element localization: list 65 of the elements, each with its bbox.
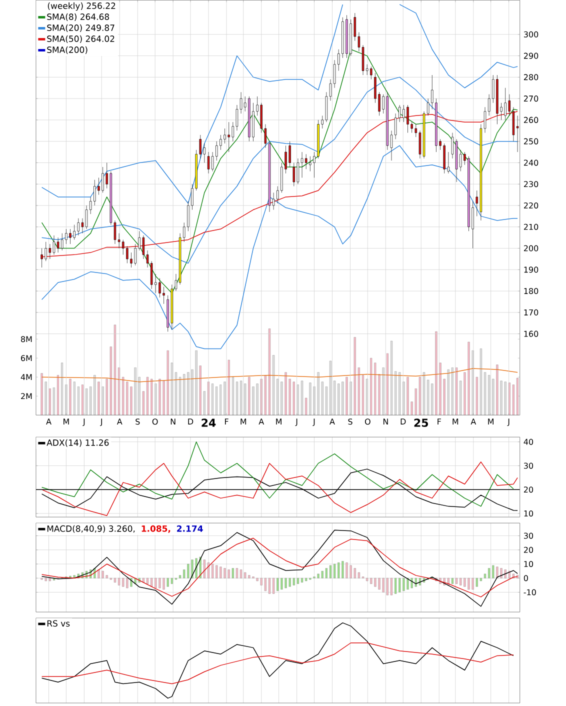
- x-tick-label: M: [64, 418, 69, 424]
- x-tick-label: F: [225, 418, 228, 424]
- x-tick-label: N: [384, 418, 388, 424]
- x-tick-label: M: [276, 418, 282, 424]
- y-tick-label: 260: [524, 116, 538, 123]
- y2-tick-label: 4M: [20, 374, 32, 380]
- y-tick-label: 280: [524, 74, 538, 80]
- y-tick-label: 230: [524, 181, 538, 188]
- x-tick-label: S: [136, 418, 140, 425]
- x-tick-label: F: [438, 418, 442, 424]
- y2-tick-label: 6M: [21, 355, 32, 362]
- y-tick-label: 290: [524, 52, 538, 59]
- annotation: 2.174: [177, 525, 203, 532]
- legend-label: SMA(200): [47, 46, 88, 54]
- legend-label: ADX(14) 11.26: [46, 439, 109, 447]
- x-tick-label: N: [170, 418, 176, 424]
- y-tick-label: 180: [524, 288, 538, 294]
- x-tick-label: D: [400, 418, 406, 424]
- legend-label: SMA(20) 249.87: [47, 24, 114, 32]
- x-tick-label: D: [188, 418, 194, 424]
- x-tick-label: A: [258, 418, 264, 424]
- x-tick-label: J: [507, 418, 510, 426]
- x-tick-label: O: [365, 418, 370, 425]
- x-tick-label: J: [312, 418, 315, 426]
- legend-label: SMA(50) 264.02: [47, 35, 114, 43]
- annotation: 1.085,: [142, 525, 170, 533]
- y-tick-label: 170: [524, 309, 538, 316]
- y-tick-label: 220: [524, 202, 538, 209]
- y-tick-label: -10: [524, 589, 536, 596]
- x-tick-label: M: [452, 418, 458, 424]
- legend-label: SMA(8) 264.68: [47, 13, 110, 21]
- x-tick-label: S: [348, 418, 352, 425]
- y-tick-label: 190: [524, 266, 538, 273]
- y-tick-label: 250: [524, 138, 538, 144]
- y-tick-label: 10: [524, 560, 534, 568]
- x-tick-label: M: [240, 418, 246, 424]
- x-tick-label: J: [295, 418, 298, 426]
- y-tick-label: 160: [524, 330, 538, 337]
- y-tick-label: 0: [524, 575, 528, 582]
- y-tick-label: 240: [524, 160, 538, 166]
- y-tick-label: 30: [524, 462, 534, 469]
- y-tick-label: 270: [524, 96, 538, 102]
- x-tick-label: A: [46, 418, 52, 424]
- x-tick-label: 24: [202, 418, 216, 427]
- x-tick-label: A: [117, 418, 122, 424]
- chart-title: (weekly) 256.22: [48, 2, 116, 11]
- y-tick-label: 30: [524, 532, 534, 539]
- y-tick-label: 40: [524, 438, 534, 445]
- y-tick-label: 10: [524, 510, 534, 516]
- y2-tick-label: 8M: [21, 336, 32, 342]
- x-tick-label: M: [488, 418, 494, 424]
- y-tick-label: 20: [524, 546, 534, 553]
- x-tick-label: A: [470, 418, 476, 424]
- legend-label: RS vs: [48, 620, 70, 627]
- y-tick-label: 210: [524, 224, 538, 230]
- y2-tick-label: 2M: [21, 393, 32, 400]
- y-tick-label: 200: [524, 245, 538, 252]
- y-tick-label: 300: [524, 31, 538, 38]
- legend-label: MACD(8,40,9) 3.260,: [48, 525, 135, 533]
- x-tick-label: J: [100, 418, 102, 426]
- x-tick-label: J: [82, 418, 85, 426]
- x-tick-label: 25: [414, 418, 428, 427]
- x-tick-label: O: [152, 418, 158, 425]
- y-tick-label: 20: [524, 486, 534, 493]
- x-tick-label: A: [330, 418, 335, 424]
